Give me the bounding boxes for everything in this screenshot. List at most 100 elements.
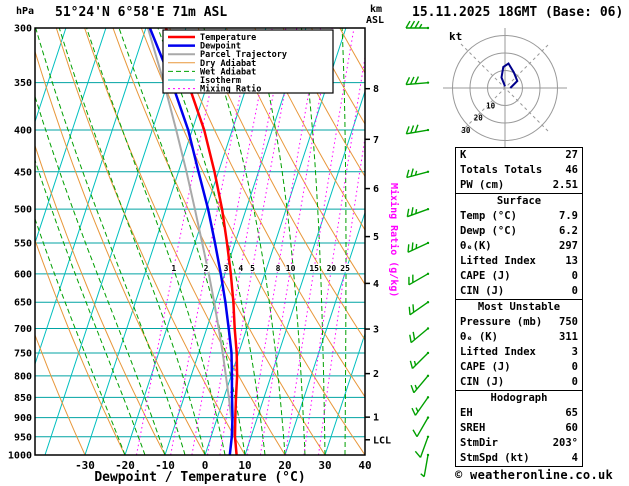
parcel-trajectory-curve [146, 28, 238, 455]
table-section: Most Unstable Pressure (mb) 750 θₑ (K) 311 Li… [456, 299, 582, 390]
svg-text:25: 25 [340, 264, 350, 273]
altitude-axis-unit-km: km [370, 4, 383, 15]
hodograph-ring-label: 20 [474, 114, 484, 123]
copyright: © weatheronline.co.uk [455, 468, 614, 482]
svg-text:450: 450 [14, 167, 32, 178]
table-row-label: Temp (°C) [460, 210, 517, 222]
legend-item-label: Parcel Trajectory [200, 49, 287, 60]
table-section: K 27 Totals Totals 46 PW (cm) 2.51 [456, 148, 582, 193]
svg-text:400: 400 [14, 126, 32, 137]
table-section: Surface Temp (°C) 7.9 Dewp (°C) 6.2 θₑ(K) 297 L… [456, 193, 582, 299]
svg-text:800: 800 [14, 371, 32, 382]
svg-text:0: 0 [202, 459, 209, 472]
table-row-label: Lifted Index [460, 255, 536, 267]
hodograph-ring [452, 35, 558, 141]
table-row-label: CAPE (J) [460, 270, 511, 282]
svg-text:5: 5 [373, 232, 379, 243]
svg-text:5: 5 [250, 264, 255, 273]
table-row-label: K [460, 149, 467, 161]
table-row-value: 0 [571, 270, 578, 282]
table-row-value: 750 [559, 316, 578, 328]
datetime-title: 15.11.2025 18GMT (Base: 06) [412, 5, 624, 20]
table-section: Hodograph EH 65 SREH 60 StmDir 203° StmSpd (kt)… [456, 390, 582, 466]
svg-text:8: 8 [276, 264, 281, 273]
wind-barb [409, 327, 430, 344]
table-row-label: θₑ (K) [460, 331, 498, 343]
table-row-value: 13 [565, 255, 578, 267]
svg-text:1: 1 [171, 264, 176, 273]
svg-text:15: 15 [309, 264, 319, 273]
wind-barb [408, 301, 430, 316]
hodograph-trace [500, 62, 519, 89]
hodograph-unit-label: kt [449, 30, 462, 43]
svg-text:350: 350 [14, 78, 32, 89]
svg-text:2: 2 [204, 264, 209, 273]
table-row-value: 46 [565, 164, 578, 176]
table-row: PW (cm) 2.51 [456, 178, 582, 193]
svg-text:300: 300 [14, 24, 32, 35]
wind-barb [405, 20, 430, 30]
svg-text:750: 750 [14, 348, 32, 359]
table-row-value: 0 [571, 361, 578, 373]
legend-box [162, 29, 334, 94]
legend-item-label: Mixing Ratio [200, 84, 261, 95]
table-row-label: StmSpd (kt) [460, 452, 530, 464]
wind-barb [410, 374, 430, 394]
indices-table: K 27 Totals Totals 46 PW (cm) 2.51 Surface Temp… [455, 147, 583, 467]
wind-barb [408, 272, 430, 286]
wind-barb [406, 207, 430, 218]
table-row: EH 65 [456, 406, 582, 421]
table-row: θₑ(K) 297 [456, 239, 582, 254]
station-title: 51°24'N 6°58'E 71m ASL [55, 5, 228, 20]
hodograph-ring [487, 70, 523, 106]
table-row-value: 4 [571, 452, 578, 464]
table-row: StmDir 203° [456, 436, 582, 451]
dewpoint-curve [148, 28, 234, 455]
mixing-ratio-lines [136, 28, 365, 455]
table-row-value: 3 [571, 346, 578, 358]
table-row-label: SREH [460, 422, 486, 434]
dry-adiabat-lines [35, 28, 365, 455]
wind-barb [420, 453, 430, 478]
svg-text:1: 1 [373, 413, 379, 424]
table-row-value: 311 [559, 331, 578, 343]
table-row-value: 2.51 [552, 179, 578, 191]
table-row: Dewp (°C) 6.2 [456, 224, 582, 239]
table-row-label: CAPE (J) [460, 361, 511, 373]
svg-text:-30: -30 [75, 459, 95, 472]
legend-item-label: Dry Adiabat [200, 58, 256, 69]
pressure-axis-unit: hPa [16, 6, 35, 17]
plot-border [34, 27, 366, 456]
legend-item-label: Dewpoint [200, 41, 241, 52]
hodograph-ring-label: 30 [461, 126, 471, 135]
wind-barb [407, 241, 430, 253]
svg-text:850: 850 [14, 393, 32, 404]
svg-text:20: 20 [278, 459, 291, 472]
table-row-label: Pressure (mb) [460, 316, 543, 328]
svg-text:3: 3 [373, 325, 379, 336]
legend-item-label: Wet Adiabat [200, 66, 256, 77]
x-axis-title: Dewpoint / Temperature (°C) [94, 470, 305, 485]
svg-text:7: 7 [373, 135, 379, 146]
svg-text:650: 650 [14, 298, 32, 309]
table-row: CAPE (J) 0 [456, 360, 582, 375]
table-row: Lifted Index 13 [456, 254, 582, 269]
table-row: Totals Totals 46 [456, 163, 582, 178]
temperature-curve [164, 28, 239, 455]
pressure-axis-labels: 300 350 400 450 500 550 600 650 700 750 800 850 900 9… [8, 24, 32, 462]
table-row-value: 203° [552, 437, 578, 449]
svg-text:2: 2 [373, 369, 379, 380]
legend-item-label: Isotherm [200, 76, 241, 86]
table-row-label: CIN (J) [460, 285, 505, 297]
table-row-label: EH [460, 407, 473, 419]
table-row-label: StmDir [460, 437, 498, 449]
table-row-value: 27 [565, 149, 578, 161]
wind-barb [405, 76, 430, 86]
table-row-value: 0 [571, 376, 578, 388]
wind-barb [412, 416, 430, 438]
table-row: Pressure (mb) 750 [456, 315, 582, 330]
table-section-header: Most Unstable [477, 301, 561, 313]
svg-text:950: 950 [14, 432, 32, 443]
svg-text:500: 500 [14, 205, 32, 216]
